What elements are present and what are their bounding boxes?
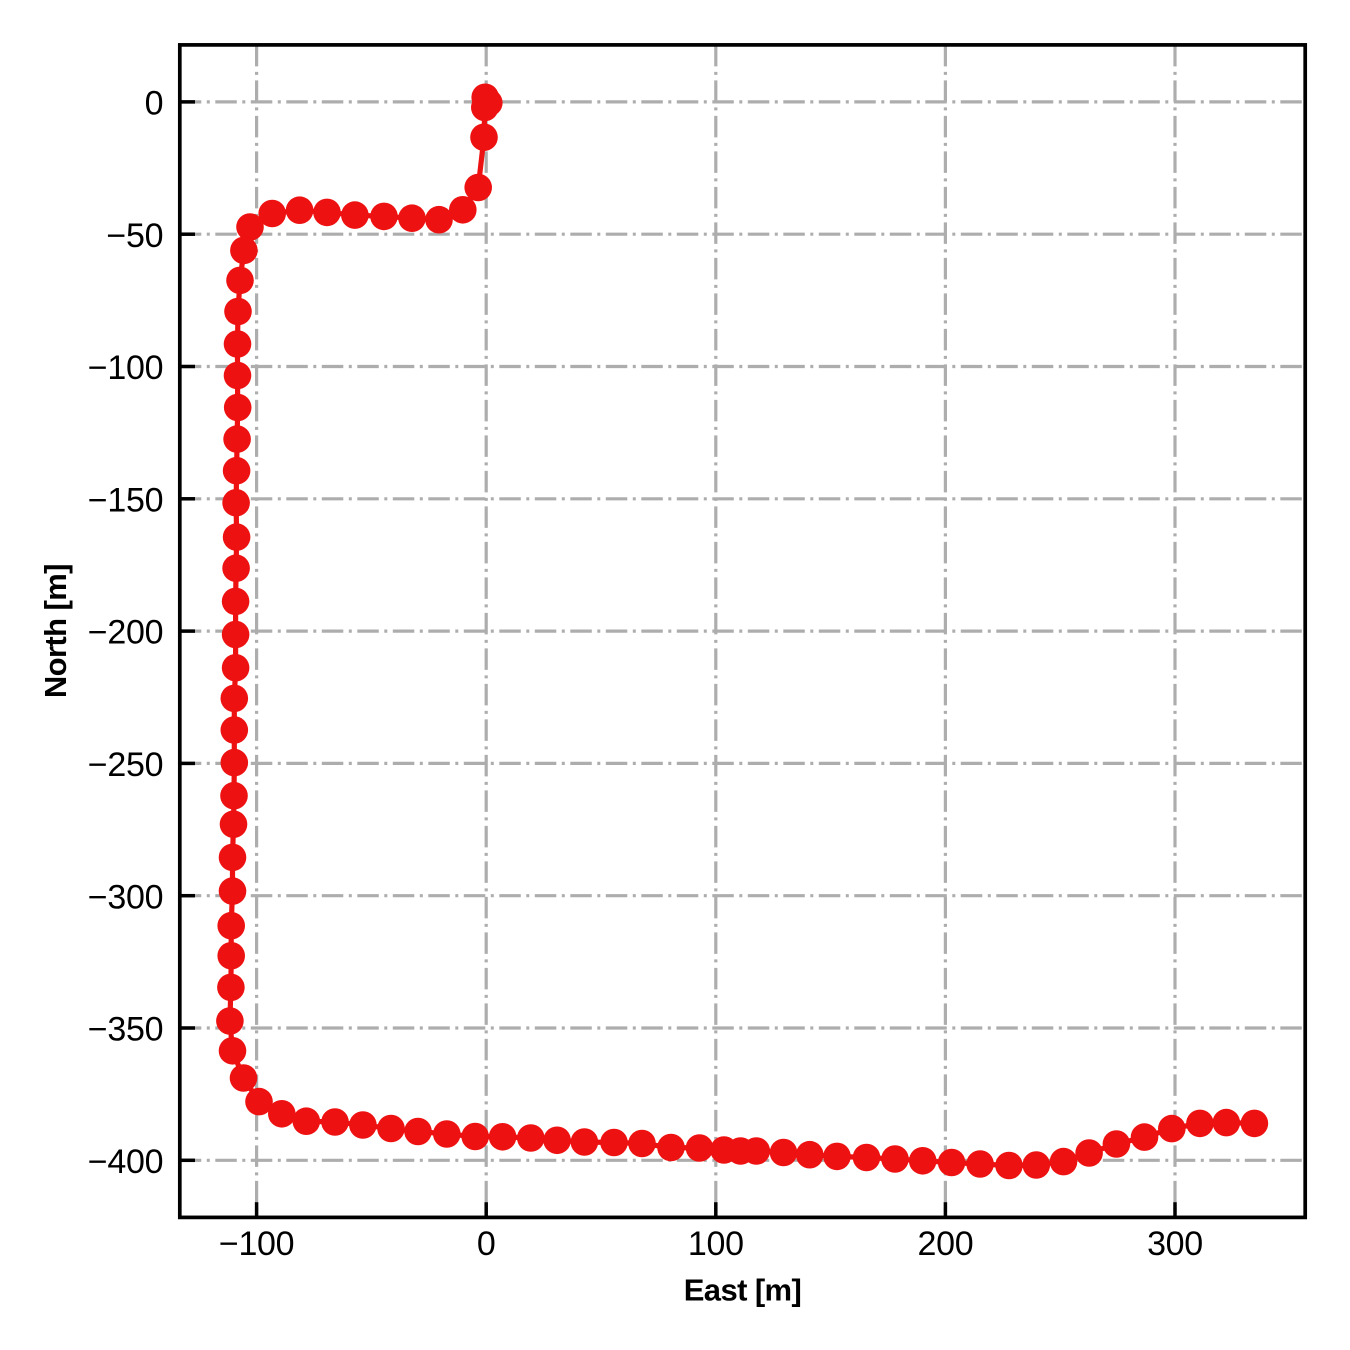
svg-text:−150: −150 [88, 481, 163, 519]
svg-text:East [m]: East [m] [684, 1273, 802, 1308]
svg-text:200: 200 [917, 1225, 973, 1263]
svg-text:−200: −200 [88, 614, 163, 652]
svg-text:−50: −50 [106, 217, 163, 255]
svg-text:0: 0 [145, 85, 164, 123]
svg-text:−300: −300 [88, 878, 163, 916]
svg-text:North [m]: North [m] [38, 564, 73, 698]
svg-text:300: 300 [1147, 1225, 1203, 1263]
svg-text:−250: −250 [88, 746, 163, 784]
svg-text:0: 0 [477, 1225, 496, 1263]
svg-text:−100: −100 [88, 349, 163, 387]
svg-text:−400: −400 [88, 1143, 163, 1181]
svg-text:−100: −100 [219, 1225, 294, 1263]
svg-text:100: 100 [688, 1225, 744, 1263]
svg-text:−350: −350 [88, 1011, 163, 1049]
